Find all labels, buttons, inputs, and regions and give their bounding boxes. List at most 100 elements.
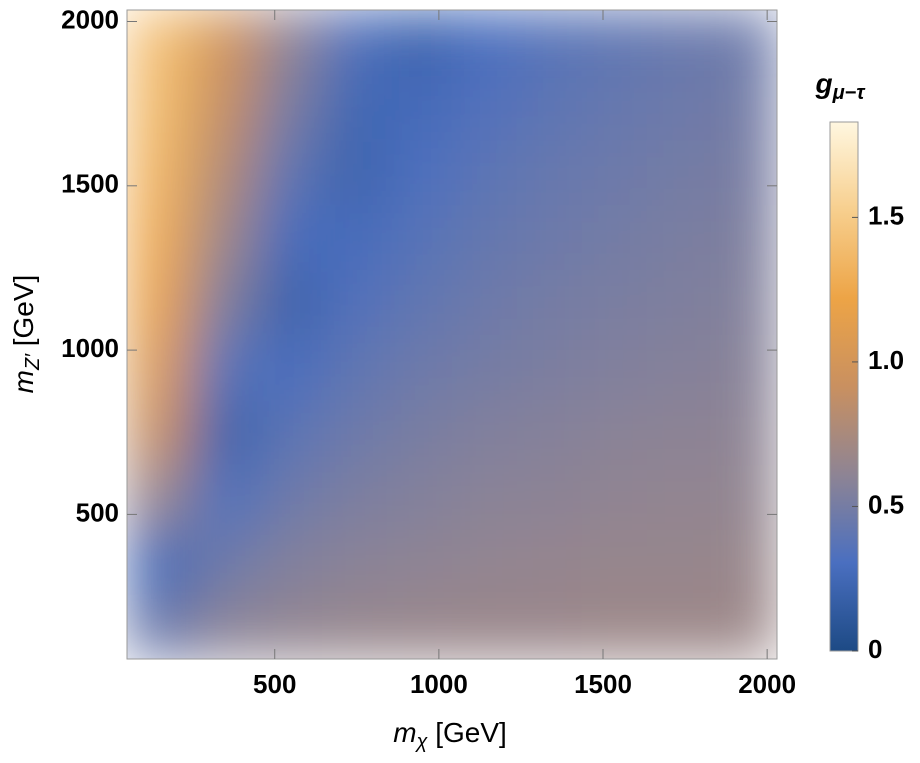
heat-cell <box>256 139 323 206</box>
heat-cell <box>711 204 777 271</box>
heat-cell <box>386 10 453 76</box>
heat-cell <box>516 398 583 465</box>
heat-cell <box>581 334 648 400</box>
x-tick-label: 500 <box>253 669 296 699</box>
heat-cell <box>256 528 323 595</box>
heat-cell <box>581 74 648 141</box>
heat-cell <box>451 269 518 335</box>
colorbar-tick-label: 0 <box>868 634 882 664</box>
colorbar <box>829 121 859 652</box>
heat-cell <box>321 398 388 465</box>
heat-cell <box>581 528 648 595</box>
colorbar-tick-label: 1.0 <box>868 345 904 375</box>
heat-cell <box>646 204 713 271</box>
heat-cell <box>191 528 258 595</box>
heat-cell <box>256 463 323 530</box>
heat-cell <box>581 10 648 76</box>
heat-cell <box>191 334 258 400</box>
heat-cell <box>451 139 518 206</box>
heat-cell <box>516 463 583 530</box>
heat-cell <box>256 10 323 76</box>
heat-cell <box>386 398 453 465</box>
heat-cell <box>516 204 583 271</box>
heat-cell <box>191 593 258 659</box>
heat-cell <box>127 398 193 465</box>
heat-cell <box>321 269 388 335</box>
heat-cell <box>386 269 453 335</box>
heat-cell <box>191 463 258 530</box>
heat-cell <box>451 463 518 530</box>
heat-cell <box>386 593 453 659</box>
heat-cell <box>711 10 777 76</box>
heat-cell <box>321 463 388 530</box>
heat-cell <box>711 269 777 335</box>
heat-cell <box>581 139 648 206</box>
heat-cell <box>127 139 193 206</box>
heat-cell <box>321 74 388 141</box>
heat-cell <box>451 74 518 141</box>
heat-cell <box>191 139 258 206</box>
heat-cell <box>256 269 323 335</box>
heat-cell <box>581 269 648 335</box>
heat-cell <box>646 593 713 659</box>
heat-cell <box>321 593 388 659</box>
y-tick-label: 2000 <box>61 4 119 34</box>
heat-cell <box>386 334 453 400</box>
heat-cell <box>256 334 323 400</box>
heat-cell <box>711 463 777 530</box>
heat-cell <box>581 593 648 659</box>
heat-cell <box>256 398 323 465</box>
colorbar-title: gμ−τ <box>814 68 866 104</box>
heat-cell <box>451 593 518 659</box>
heat-cell <box>451 10 518 76</box>
heat-cell <box>386 528 453 595</box>
colorbar-tick-label: 0.5 <box>868 489 904 519</box>
heat-cell <box>516 269 583 335</box>
heat-cell <box>646 10 713 76</box>
heat-cell <box>127 334 193 400</box>
heat-cell <box>321 528 388 595</box>
heat-cell <box>646 334 713 400</box>
x-axis-title: mχ [GeV] <box>393 717 507 753</box>
heat-cell <box>321 204 388 271</box>
heat-cell <box>127 593 193 659</box>
x-tick-label: 1000 <box>410 669 468 699</box>
colorbar-tick-label: 1.5 <box>868 200 904 230</box>
heat-cell <box>386 74 453 141</box>
heat-cell <box>711 139 777 206</box>
heat-cell <box>386 139 453 206</box>
heat-cell <box>581 204 648 271</box>
heat-cell <box>711 334 777 400</box>
x-tick-label: 1500 <box>574 669 632 699</box>
heat-cell <box>516 593 583 659</box>
heat-cell <box>581 463 648 530</box>
heat-cell <box>127 10 193 76</box>
heat-cell <box>451 398 518 465</box>
y-axis-title: mZ′ [GeV] <box>8 275 44 394</box>
y-tick-label: 500 <box>76 497 119 527</box>
plot-frame <box>126 9 778 660</box>
heat-cell <box>711 593 777 659</box>
heat-cell <box>711 74 777 141</box>
heat-cell <box>256 74 323 141</box>
heat-cell <box>516 10 583 76</box>
heat-cell <box>711 528 777 595</box>
heat-cell <box>516 528 583 595</box>
heat-cell <box>516 74 583 141</box>
heat-cell <box>516 334 583 400</box>
heat-cell <box>256 204 323 271</box>
heat-cell <box>386 463 453 530</box>
heat-cell <box>646 398 713 465</box>
heat-cell <box>127 269 193 335</box>
heat-cell <box>386 204 453 271</box>
heat-cell <box>191 74 258 141</box>
heat-cell <box>646 269 713 335</box>
heat-cell <box>191 269 258 335</box>
y-tick-label: 1500 <box>61 169 119 199</box>
heat-cell <box>646 528 713 595</box>
heat-cell <box>191 204 258 271</box>
heat-cell <box>321 10 388 76</box>
heat-cell <box>711 398 777 465</box>
